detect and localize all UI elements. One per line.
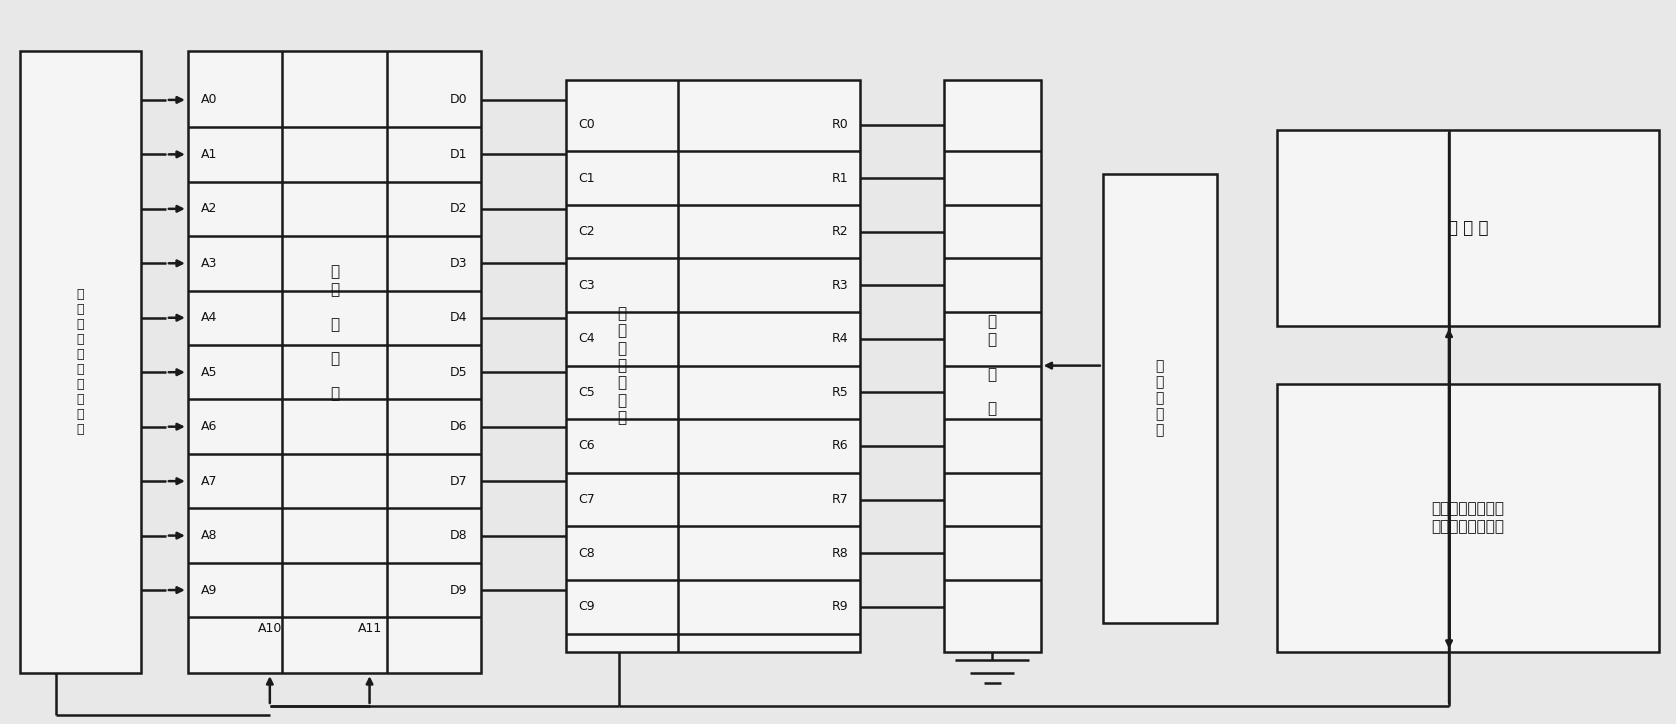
Text: A6: A6 [201,420,218,433]
FancyBboxPatch shape [188,51,481,673]
Text: C5: C5 [578,386,595,399]
Text: C0: C0 [578,118,595,131]
Text: R7: R7 [831,493,848,506]
Text: 电
阻

网

络: 电 阻 网 络 [987,315,997,416]
Text: D4: D4 [451,311,468,324]
Text: R9: R9 [831,600,848,613]
Text: C6: C6 [578,439,595,452]
Text: A9: A9 [201,584,218,597]
Text: A1: A1 [201,148,218,161]
Text: 缓 冲 器: 缓 冲 器 [1448,219,1488,237]
FancyBboxPatch shape [566,80,860,652]
FancyBboxPatch shape [1277,384,1659,652]
Text: A7: A7 [201,475,218,488]
Text: R4: R4 [831,332,848,345]
Text: A2: A2 [201,202,218,215]
Text: A8: A8 [201,529,218,542]
Text: C9: C9 [578,600,595,613]
Text: D9: D9 [451,584,468,597]
Text: D8: D8 [449,529,468,542]
Text: 参
考
电
压
源: 参 考 电 压 源 [1156,359,1163,437]
Text: A0: A0 [201,93,218,106]
FancyBboxPatch shape [944,80,1041,652]
Text: D1: D1 [451,148,468,161]
Text: R5: R5 [831,386,848,399]
Text: C2: C2 [578,225,595,238]
Text: C1: C1 [578,172,595,185]
Text: R0: R0 [831,118,848,131]
Text: 只
读

存

储

器: 只 读 存 储 器 [330,265,339,401]
Text: C3: C3 [578,279,595,292]
Text: 频
率
控
制
字
节
并
行
输
入: 频 率 控 制 字 节 并 行 输 入 [77,288,84,436]
Text: A10: A10 [258,622,282,635]
Text: A3: A3 [201,257,218,270]
Text: C8: C8 [578,547,595,560]
Text: R6: R6 [831,439,848,452]
Text: D3: D3 [451,257,468,270]
FancyBboxPatch shape [1103,174,1217,623]
Text: C7: C7 [578,493,595,506]
FancyBboxPatch shape [20,51,141,673]
Text: R3: R3 [831,279,848,292]
Text: A4: A4 [201,311,218,324]
Text: 分段电调谐集中选
择窄带跟踪滤波器: 分段电调谐集中选 择窄带跟踪滤波器 [1431,502,1505,534]
Text: A11: A11 [357,622,382,635]
Text: D0: D0 [449,93,468,106]
Text: D6: D6 [451,420,468,433]
Text: R8: R8 [831,547,848,560]
Text: 电
平
转
换
与
缓
存: 电 平 转 换 与 缓 存 [618,306,627,425]
Text: D7: D7 [449,475,468,488]
Text: C4: C4 [578,332,595,345]
Text: D2: D2 [451,202,468,215]
FancyBboxPatch shape [1277,130,1659,326]
Text: R1: R1 [831,172,848,185]
Text: D5: D5 [449,366,468,379]
Text: R2: R2 [831,225,848,238]
Text: A5: A5 [201,366,218,379]
